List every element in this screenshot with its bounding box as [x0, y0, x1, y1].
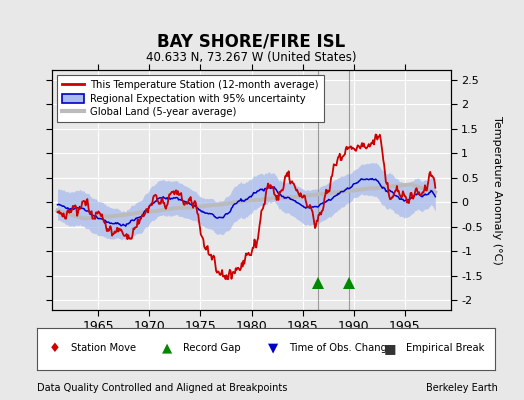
Text: Record Gap: Record Gap	[183, 343, 241, 353]
Text: Empirical Break: Empirical Break	[406, 343, 484, 353]
Text: 40.633 N, 73.267 W (United States): 40.633 N, 73.267 W (United States)	[146, 52, 357, 64]
Text: BAY SHORE/FIRE ISL: BAY SHORE/FIRE ISL	[157, 33, 346, 51]
Text: ♦: ♦	[49, 342, 61, 355]
Text: ■: ■	[384, 342, 396, 355]
Text: Data Quality Controlled and Aligned at Breakpoints: Data Quality Controlled and Aligned at B…	[37, 383, 287, 393]
Text: ▲: ▲	[162, 342, 172, 355]
Text: Station Move: Station Move	[71, 343, 136, 353]
Text: Time of Obs. Change: Time of Obs. Change	[289, 343, 393, 353]
Y-axis label: Temperature Anomaly (°C): Temperature Anomaly (°C)	[492, 116, 502, 264]
Legend: This Temperature Station (12-month average), Regional Expectation with 95% uncer: This Temperature Station (12-month avera…	[58, 75, 324, 122]
Text: ▼: ▼	[268, 342, 278, 355]
Text: Berkeley Earth: Berkeley Earth	[426, 383, 498, 393]
